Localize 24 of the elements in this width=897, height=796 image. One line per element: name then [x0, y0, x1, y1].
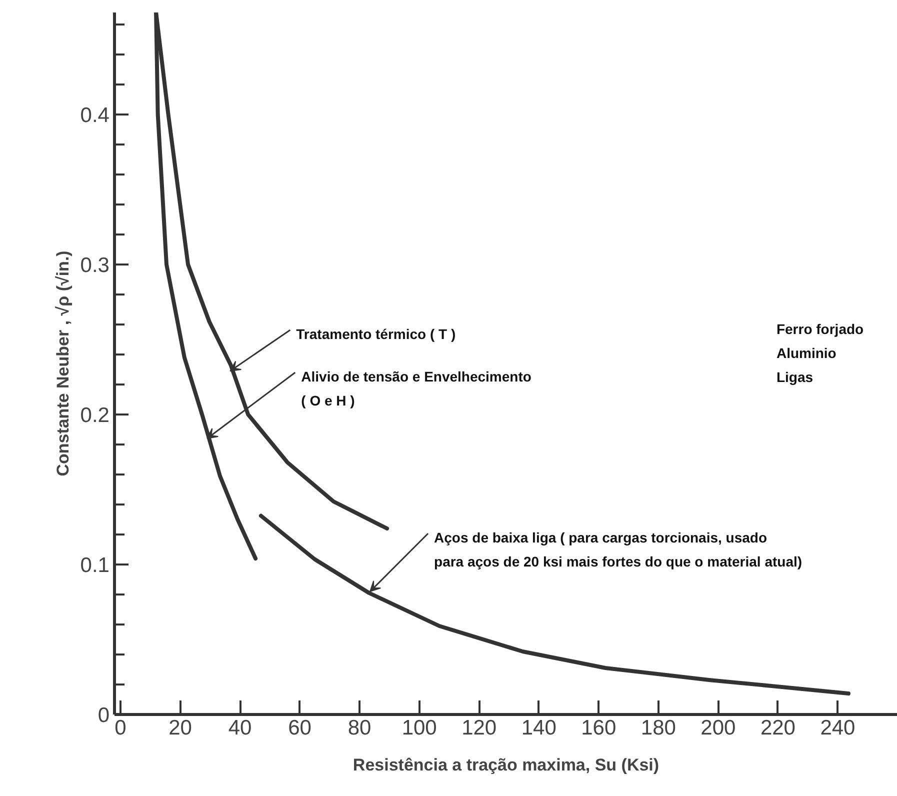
x-tick-label: 100 [402, 716, 437, 740]
x-tick-label: 160 [581, 716, 616, 740]
x-tick-label: 0 [114, 716, 126, 740]
x-tick-label: 240 [820, 716, 856, 740]
annotation: Aços de baixa liga ( para cargas torcionais, usado para aços de 20 ksi mais fortes do que o material atual) [434, 530, 802, 570]
y-axis-title: Constante Neuber , √ρ (√in.) [53, 250, 72, 476]
annotation: Ferro forjado Aluminio Ligas [776, 321, 864, 385]
x-tick-label: 180 [640, 716, 676, 740]
x-tick-label: 220 [760, 716, 796, 740]
y-tick-label: 0.4 [80, 104, 110, 127]
line-series [258, 514, 850, 696]
x-axis-title: Resistência a tração maxima, Su (Ksi) [352, 756, 660, 774]
x-tick-label: 60 [288, 716, 312, 740]
x-tick-label: 200 [700, 716, 736, 740]
y-tick-label: 0.2 [80, 404, 110, 427]
y-tick-label: 0.1 [80, 554, 110, 577]
annotation: Tratamento térmico ( T ) [296, 326, 456, 342]
y-tick-label: 0.3 [80, 254, 110, 277]
x-tick-label: 40 [228, 716, 252, 740]
annotation: Alivio de tensão e Envelhecimento ( O e H ) [301, 368, 532, 408]
x-tick-label: 20 [168, 716, 192, 740]
x-tick-label: 80 [348, 716, 372, 740]
x-tick-label: 140 [521, 716, 556, 740]
x-tick-label: 120 [462, 716, 497, 740]
